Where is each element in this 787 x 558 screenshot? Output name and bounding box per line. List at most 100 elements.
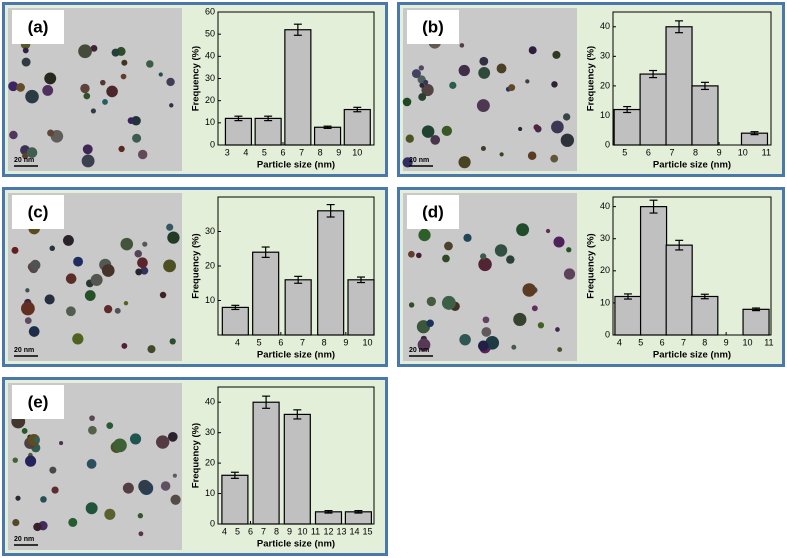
x-tick-label: 8: [693, 147, 698, 157]
label-box: [12, 10, 64, 44]
nanoparticle: [166, 77, 175, 87]
nanoparticle: [499, 152, 504, 157]
nanoparticle: [90, 108, 96, 114]
y-tick-label: 30: [600, 51, 610, 61]
nanoparticle: [408, 250, 415, 258]
nanoparticle: [42, 84, 54, 96]
nanoparticle: [494, 244, 508, 257]
nanoparticle: [86, 459, 97, 469]
nanoparticle: [402, 157, 413, 168]
scale-bar-label: 20 nm: [409, 347, 429, 354]
y-tick-label: 20: [205, 95, 215, 105]
nanoparticle: [62, 234, 74, 246]
x-tick-label: 7: [261, 526, 266, 536]
nanoparticle: [104, 508, 116, 520]
y-tick-label: 10: [600, 110, 610, 120]
nanoparticle: [172, 473, 177, 478]
nanoparticle: [146, 60, 154, 68]
y-tick-label: 0: [605, 329, 610, 339]
bar: [343, 108, 371, 146]
panel-label: (d): [422, 202, 444, 221]
y-axis-title: Frequency (%): [191, 46, 202, 111]
bar: [224, 117, 253, 146]
nanoparticle: [103, 305, 113, 314]
nanoparticle: [66, 306, 76, 317]
nanoparticle: [24, 317, 32, 325]
nanoparticle: [82, 144, 93, 155]
nanoparticle: [12, 519, 20, 527]
nanoparticle: [101, 264, 115, 277]
nanoparticle: [81, 154, 95, 168]
nanoparticle: [551, 81, 558, 88]
bar: [665, 26, 693, 146]
nanoparticle: [482, 316, 490, 324]
x-tick-label: 9: [336, 147, 341, 157]
bar: [284, 29, 312, 146]
nanoparticle: [419, 82, 425, 88]
x-tick-label: 6: [278, 337, 283, 347]
x-tick-label: 15: [362, 526, 372, 536]
nanoparticle: [566, 247, 572, 253]
x-tick-label: 6: [280, 147, 285, 157]
nanoparticle: [163, 259, 176, 273]
nanoparticle: [59, 441, 64, 446]
x-tick-label: 3: [225, 147, 230, 157]
nanoparticle: [111, 48, 120, 57]
nanoparticle: [459, 43, 465, 48]
nanoparticle: [22, 47, 29, 54]
nanoparticle: [85, 502, 98, 515]
bar: [252, 251, 280, 336]
nanoparticle: [15, 495, 21, 501]
bar: [742, 308, 770, 336]
nanoparticle: [44, 294, 55, 305]
x-tick-label: 9: [287, 526, 292, 536]
panel-label: (e): [28, 392, 49, 411]
nanoparticle: [129, 433, 142, 445]
nanoparticle: [33, 436, 40, 443]
x-tick-label: 4: [243, 147, 248, 157]
y-axis-title: Frequency (%): [586, 233, 597, 298]
nanoparticle: [508, 84, 516, 92]
x-tick-label: 14: [349, 526, 359, 536]
nanoparticle: [169, 103, 174, 108]
x-tick-label: 5: [638, 337, 643, 347]
nanoparticle: [545, 228, 551, 234]
nanoparticle: [167, 432, 178, 442]
x-tick-label: 7: [681, 337, 686, 347]
nanoparticle: [22, 152, 29, 160]
nanoparticle: [73, 256, 84, 267]
nanoparticle: [51, 486, 59, 494]
nanoparticle: [88, 425, 97, 435]
nanoparticle: [142, 241, 148, 247]
nanoparticle: [84, 290, 96, 301]
nanoparticle: [418, 93, 427, 101]
nanoparticle: [458, 156, 471, 169]
x-tick-label: 8: [702, 337, 707, 347]
nanoparticle: [90, 273, 103, 286]
nanoparticle: [496, 63, 507, 74]
nanoparticle: [417, 338, 431, 352]
nanoparticle: [421, 83, 434, 97]
scale-bar-label: 20 nm: [409, 157, 429, 164]
nanoparticle: [551, 120, 564, 134]
nanoparticle: [138, 531, 144, 537]
nanoparticle: [120, 73, 127, 80]
scale-bar-label: 20 nm: [14, 536, 34, 543]
nanoparticle: [405, 134, 414, 143]
nanoparticle: [80, 83, 90, 94]
panel: (d) 20 nm 0 10 20 30 40 4 5 6 7 8 9 10 11 Particle size…: [397, 187, 785, 367]
nanoparticle: [449, 81, 457, 89]
y-tick-label: 30: [205, 73, 215, 83]
nanoparticle: [430, 135, 441, 145]
x-tick-label: 7: [299, 147, 304, 157]
y-tick-label: 10: [205, 295, 215, 305]
nanoparticle: [112, 438, 127, 453]
x-axis-title: Particle size (nm): [257, 160, 335, 171]
panel: (a) 20 nm 0 10 20 30 40 50 60 3 4 5 6 7 8 9 10 Particle s…: [2, 2, 388, 177]
nanoparticle: [21, 427, 28, 434]
nanoparticle: [21, 57, 31, 67]
nanoparticle: [478, 67, 491, 79]
nanoparticle: [33, 522, 42, 532]
nanoparticle: [511, 344, 517, 350]
nanoparticle: [479, 56, 489, 66]
